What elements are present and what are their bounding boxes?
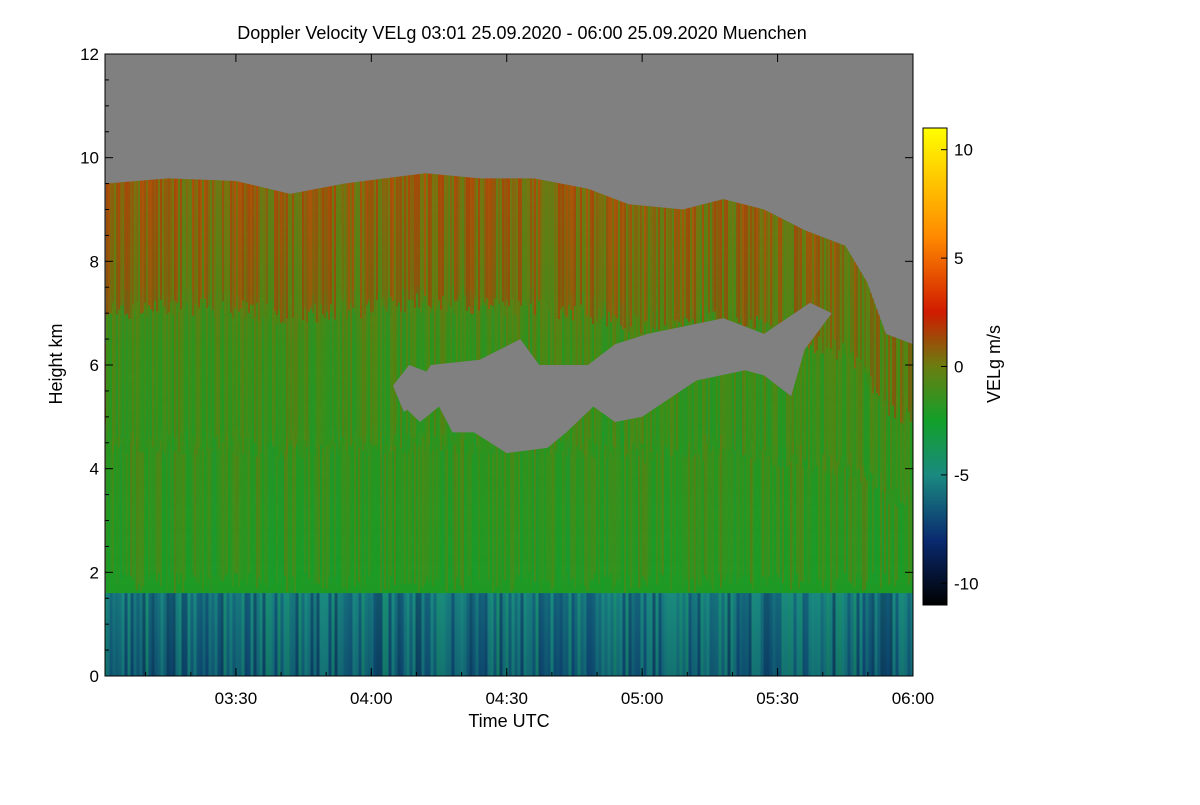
y-tick-label: 2 <box>90 563 99 582</box>
gap-left <box>393 365 437 412</box>
x-tick-label: 06:00 <box>892 689 935 708</box>
colorbar-tick-label: 10 <box>954 141 973 160</box>
y-tick-label: 4 <box>90 460 99 479</box>
colorbar-tick-label: 0 <box>954 358 963 377</box>
colorbar-tick-label: -5 <box>954 466 969 485</box>
y-tick-label: 10 <box>80 149 99 168</box>
x-tick-label: 04:00 <box>350 689 393 708</box>
x-tick-label: 04:30 <box>485 689 528 708</box>
x-tick-label: 03:30 <box>215 689 258 708</box>
colorbar-label: VELg m/s <box>984 325 1004 403</box>
colorbar-tick-label: 5 <box>954 249 963 268</box>
y-axis-label: Height km <box>46 323 66 404</box>
plot-area <box>105 54 913 676</box>
colorbar-tick-label: -10 <box>954 574 979 593</box>
chart-title: Doppler Velocity VELg 03:01 25.09.2020 -… <box>237 23 806 43</box>
y-tick-label: 6 <box>90 356 99 375</box>
gap-main <box>403 302 832 454</box>
y-tick-label: 12 <box>80 45 99 64</box>
x-axis: 03:30 04:00 04:30 05:00 05:30 06:00 <box>145 54 935 708</box>
y-tick-label: 8 <box>90 252 99 271</box>
y-axis: 0 2 4 6 8 10 12 <box>80 45 913 686</box>
y-tick-label: 0 <box>90 667 99 686</box>
x-axis-label: Time UTC <box>468 711 549 731</box>
colorbar: 10 5 0 -5 -10 <box>922 127 979 606</box>
x-tick-label: 05:30 <box>756 689 799 708</box>
x-tick-label: 05:00 <box>621 689 664 708</box>
